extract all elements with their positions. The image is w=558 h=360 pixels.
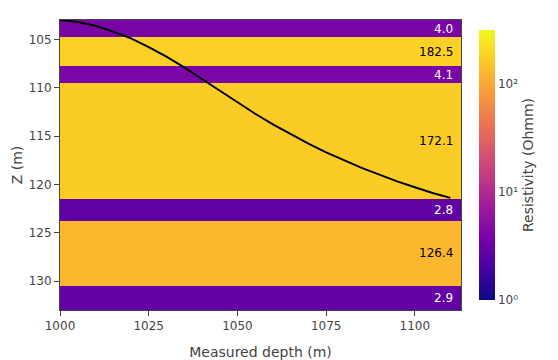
svg-text:110: 110 (29, 81, 52, 95)
svg-text:182.5: 182.5 (419, 45, 453, 59)
svg-text:130: 130 (29, 274, 52, 288)
svg-text:115: 115 (29, 129, 52, 143)
svg-text:1075: 1075 (311, 319, 342, 333)
svg-text:172.1: 172.1 (419, 134, 453, 148)
svg-text:10¹: 10¹ (498, 185, 518, 199)
svg-text:10²: 10² (498, 77, 518, 91)
svg-text:Measured depth (m): Measured depth (m) (189, 344, 332, 360)
svg-text:105: 105 (29, 33, 52, 47)
svg-text:120: 120 (29, 178, 52, 192)
svg-text:126.4: 126.4 (419, 246, 453, 260)
svg-text:1025: 1025 (133, 319, 164, 333)
svg-text:1050: 1050 (222, 319, 253, 333)
svg-text:Resistivity (Ohmm): Resistivity (Ohmm) (520, 98, 536, 232)
svg-text:1000: 1000 (45, 319, 76, 333)
svg-text:4.1: 4.1 (434, 68, 453, 82)
svg-text:4.0: 4.0 (434, 22, 453, 36)
svg-text:10⁰: 10⁰ (498, 293, 518, 307)
svg-text:1100: 1100 (400, 319, 431, 333)
svg-text:2.8: 2.8 (434, 203, 453, 217)
svg-text:125: 125 (29, 226, 52, 240)
svg-text:Z (m): Z (m) (9, 146, 25, 185)
svg-text:2.9: 2.9 (434, 291, 453, 305)
